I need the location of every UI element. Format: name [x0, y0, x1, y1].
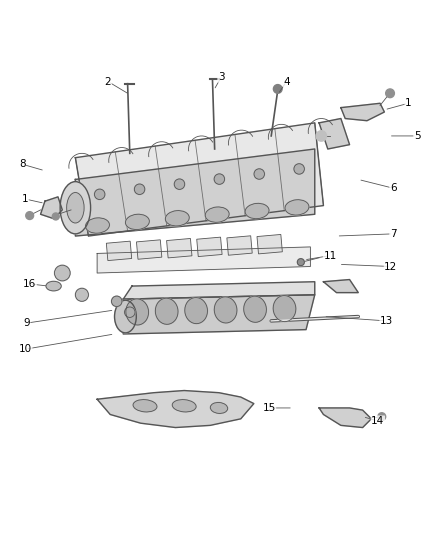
- Circle shape: [378, 413, 386, 421]
- Polygon shape: [75, 149, 315, 236]
- Bar: [166, 238, 192, 258]
- Circle shape: [54, 265, 70, 281]
- Circle shape: [26, 212, 34, 220]
- Circle shape: [386, 89, 394, 98]
- Ellipse shape: [166, 211, 189, 226]
- Text: 7: 7: [390, 229, 396, 239]
- Circle shape: [124, 307, 135, 318]
- Circle shape: [214, 174, 225, 184]
- Polygon shape: [41, 197, 62, 219]
- Ellipse shape: [214, 297, 237, 323]
- Ellipse shape: [245, 204, 269, 219]
- Circle shape: [273, 85, 282, 93]
- Text: 14: 14: [371, 416, 385, 426]
- Ellipse shape: [155, 298, 178, 324]
- Circle shape: [95, 189, 105, 199]
- Text: 1: 1: [405, 98, 412, 108]
- Text: 1: 1: [22, 194, 28, 204]
- Circle shape: [174, 179, 185, 189]
- Text: 11: 11: [323, 251, 337, 261]
- Ellipse shape: [85, 218, 110, 233]
- Polygon shape: [75, 123, 323, 236]
- Bar: [257, 235, 283, 254]
- Ellipse shape: [125, 214, 149, 230]
- Polygon shape: [123, 282, 315, 299]
- Text: 12: 12: [384, 262, 398, 271]
- Polygon shape: [97, 247, 311, 273]
- Ellipse shape: [133, 400, 157, 412]
- Ellipse shape: [60, 182, 91, 234]
- Circle shape: [297, 259, 304, 265]
- Text: 16: 16: [23, 279, 36, 289]
- Circle shape: [52, 213, 59, 220]
- Text: 13: 13: [380, 316, 393, 326]
- Text: 5: 5: [414, 131, 420, 141]
- Ellipse shape: [67, 192, 84, 223]
- Circle shape: [112, 296, 122, 306]
- Polygon shape: [341, 103, 385, 120]
- Bar: [137, 240, 162, 259]
- Bar: [106, 241, 132, 261]
- Ellipse shape: [244, 296, 266, 322]
- Circle shape: [254, 169, 265, 179]
- Polygon shape: [97, 391, 254, 427]
- Circle shape: [75, 288, 88, 301]
- Bar: [197, 237, 222, 256]
- Ellipse shape: [273, 295, 296, 321]
- Bar: [227, 236, 252, 255]
- Ellipse shape: [185, 297, 208, 324]
- Ellipse shape: [126, 299, 148, 325]
- Ellipse shape: [210, 402, 228, 414]
- Text: 2: 2: [105, 77, 111, 86]
- Polygon shape: [323, 279, 358, 293]
- Ellipse shape: [172, 400, 196, 412]
- Ellipse shape: [205, 207, 229, 222]
- Text: 9: 9: [23, 318, 30, 328]
- Text: 4: 4: [283, 77, 290, 86]
- Text: 3: 3: [218, 72, 225, 82]
- Circle shape: [294, 164, 304, 174]
- Text: 15: 15: [262, 403, 276, 413]
- Polygon shape: [319, 118, 350, 149]
- Circle shape: [134, 184, 145, 195]
- Ellipse shape: [46, 281, 61, 291]
- Polygon shape: [123, 295, 315, 334]
- Polygon shape: [319, 408, 371, 427]
- Ellipse shape: [115, 300, 136, 333]
- Text: 6: 6: [390, 183, 396, 193]
- Text: 8: 8: [19, 159, 25, 169]
- Ellipse shape: [285, 200, 309, 215]
- Circle shape: [316, 131, 326, 141]
- Text: 10: 10: [19, 344, 32, 354]
